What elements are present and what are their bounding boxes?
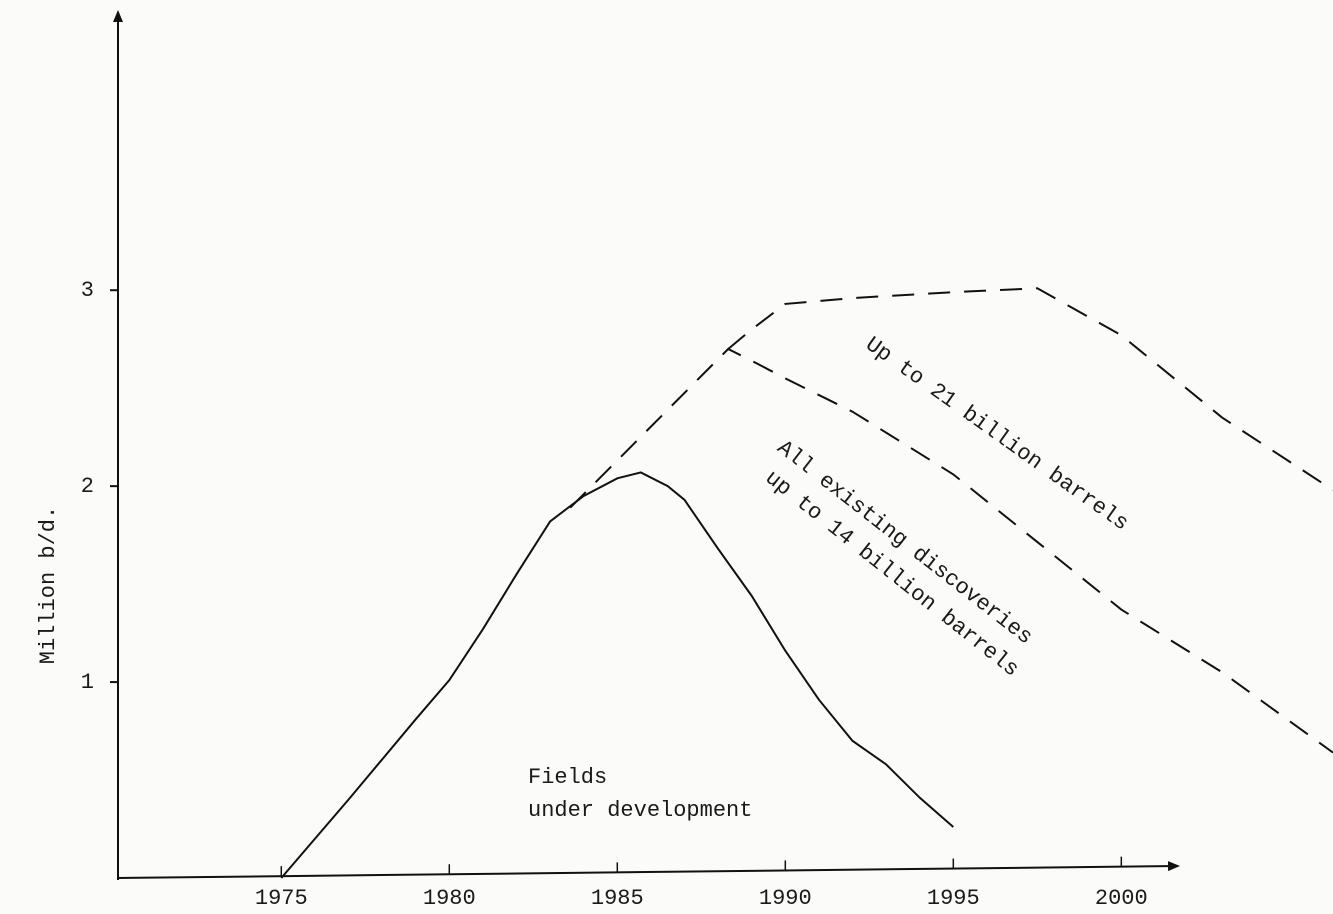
x-tick-label: 2000 — [1095, 886, 1148, 911]
y-tick-label: 3 — [81, 278, 94, 303]
x-tick-label: 1995 — [927, 886, 980, 911]
x-tick-label: 1990 — [759, 886, 812, 911]
annotation: Fields — [528, 765, 607, 790]
y-axis-label: Million b/d. — [36, 506, 61, 664]
annotation: All existing discoveries — [772, 435, 1037, 650]
y-tick-label: 2 — [81, 474, 94, 499]
annotation: Up to 21 billion barrels — [861, 332, 1133, 536]
series-line — [280, 471, 954, 879]
x-tick-label: 1985 — [591, 886, 644, 911]
x-tick-label: 1975 — [255, 886, 308, 911]
series-line — [727, 287, 1333, 491]
x-tick-label: 1980 — [423, 886, 476, 911]
x-axis — [117, 861, 1180, 879]
y-tick-label: 1 — [81, 670, 94, 695]
series-line — [569, 347, 1333, 754]
annotation: under development — [528, 798, 752, 823]
